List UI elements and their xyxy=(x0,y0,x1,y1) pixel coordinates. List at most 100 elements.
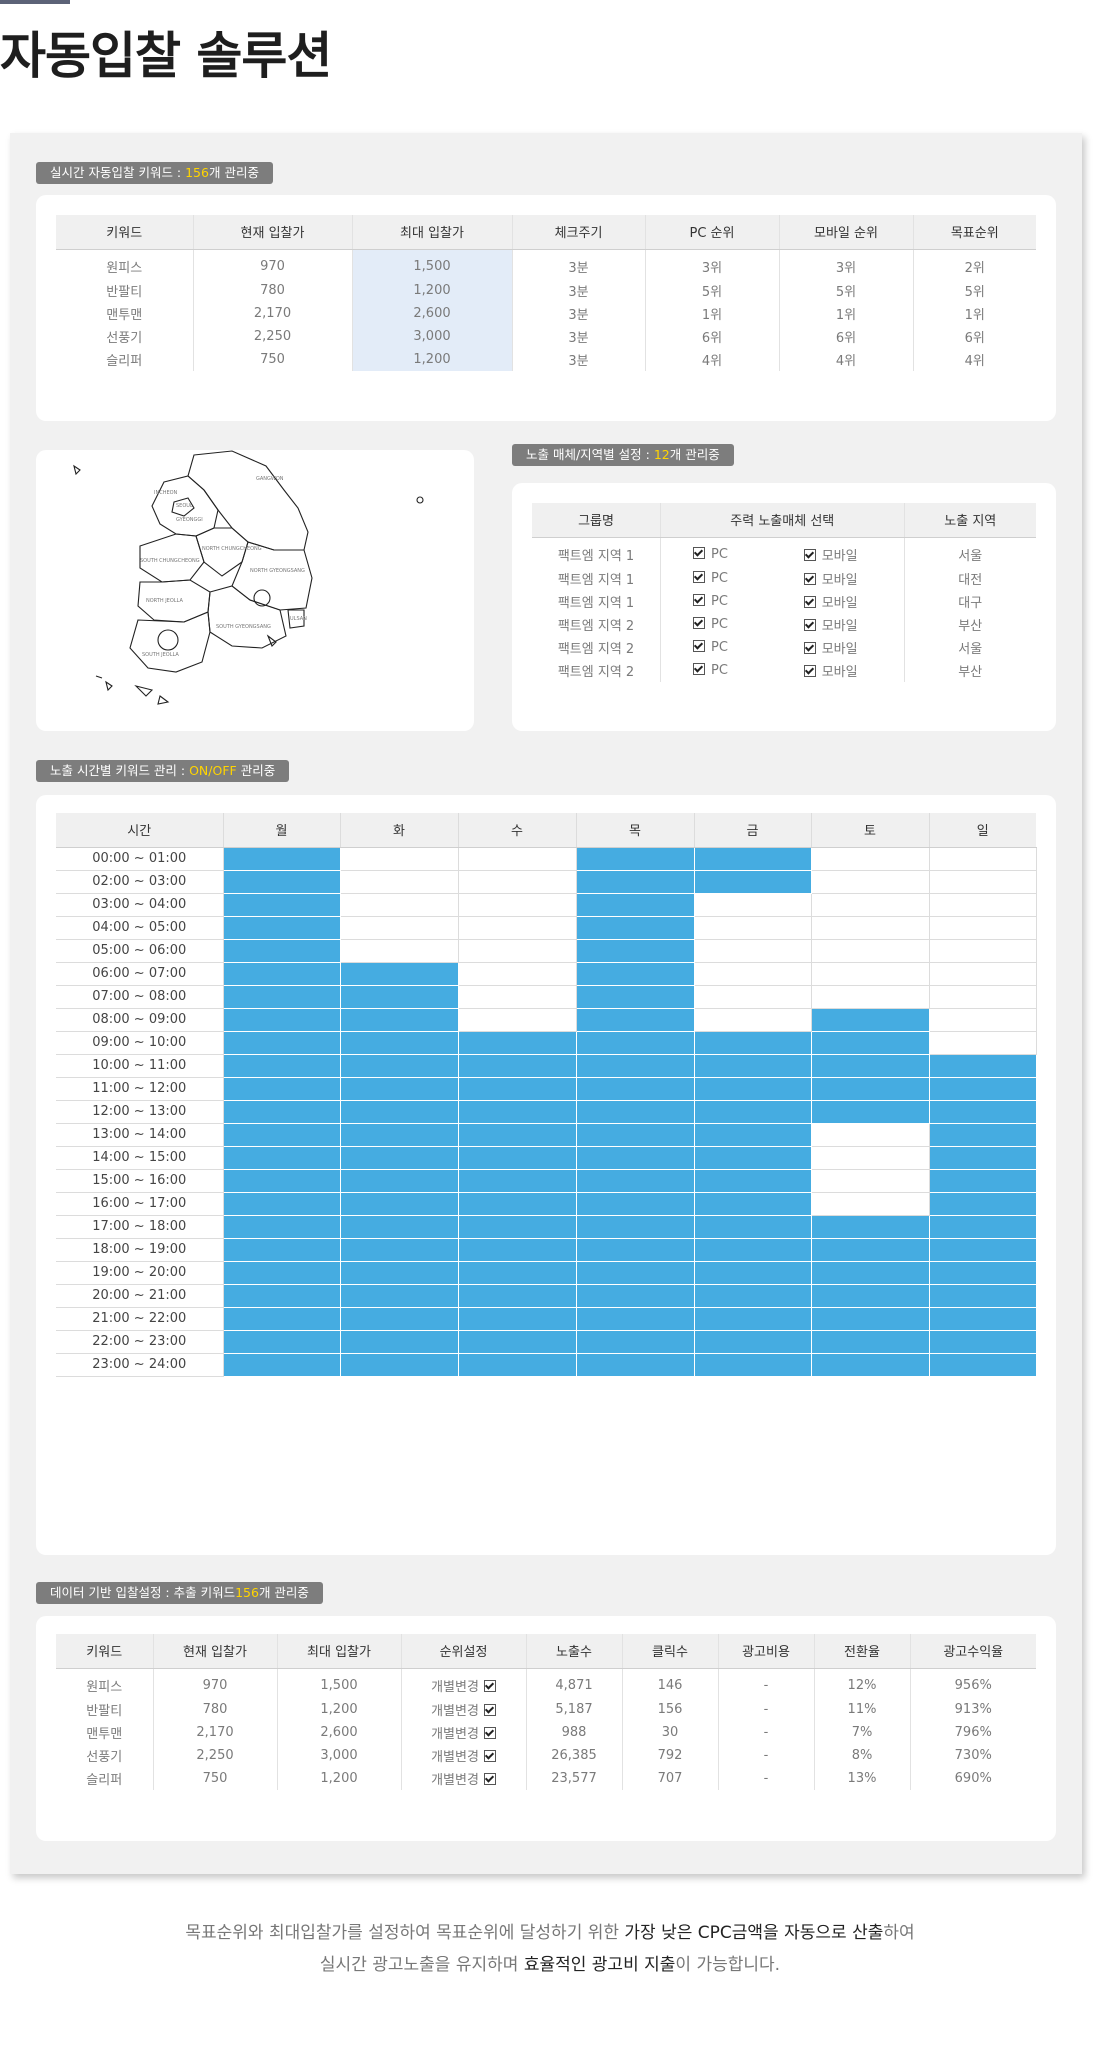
schedule-cell-on[interactable] xyxy=(693,1099,812,1124)
schedule-cell-on[interactable] xyxy=(222,984,341,1009)
schedule-cell-on[interactable] xyxy=(339,1122,459,1147)
schedule-cell-on[interactable] xyxy=(575,1260,695,1285)
schedule-cell-on[interactable] xyxy=(693,1260,812,1285)
check-icon[interactable] xyxy=(483,1727,496,1739)
schedule-cell-on[interactable] xyxy=(339,1191,459,1216)
schedule-cell-on[interactable] xyxy=(810,1352,930,1377)
schedule-cell-off[interactable] xyxy=(339,869,459,894)
schedule-cell-on[interactable] xyxy=(457,1329,577,1354)
schedule-cell-on[interactable] xyxy=(222,1030,341,1055)
schedule-cell-on[interactable] xyxy=(222,1145,341,1170)
schedule-cell-on[interactable] xyxy=(222,892,341,917)
schedule-cell-off[interactable] xyxy=(928,869,1037,894)
schedule-cell-off[interactable] xyxy=(693,892,812,917)
schedule-cell-on[interactable] xyxy=(810,1214,930,1239)
schedule-cell-on[interactable] xyxy=(222,846,341,871)
schedule-cell-off[interactable] xyxy=(810,1145,930,1170)
schedule-cell-off[interactable] xyxy=(810,938,930,963)
schedule-cell-on[interactable] xyxy=(693,1214,812,1239)
schedule-cell-on[interactable] xyxy=(810,1329,930,1354)
schedule-cell-on[interactable] xyxy=(222,1122,341,1147)
schedule-cell-on[interactable] xyxy=(693,869,812,894)
schedule-cell-on[interactable] xyxy=(339,1214,459,1239)
schedule-cell-on[interactable] xyxy=(222,1076,341,1101)
schedule-cell-off[interactable] xyxy=(928,961,1037,986)
schedule-cell-on[interactable] xyxy=(575,1214,695,1239)
schedule-cell-off[interactable] xyxy=(810,1191,930,1216)
schedule-cell-off[interactable] xyxy=(928,984,1037,1009)
pc-checkbox[interactable]: PC xyxy=(660,567,786,590)
schedule-cell-on[interactable] xyxy=(457,1237,577,1262)
schedule-cell-off[interactable] xyxy=(810,915,930,940)
schedule-cell-on[interactable] xyxy=(575,1168,695,1193)
pc-checkbox[interactable]: PC xyxy=(660,659,786,682)
schedule-cell-off[interactable] xyxy=(457,984,577,1009)
pc-checkbox[interactable]: PC xyxy=(660,537,786,567)
schedule-cell-on[interactable] xyxy=(222,1306,341,1331)
pc-checkbox[interactable]: PC xyxy=(660,613,786,636)
schedule-cell-off[interactable] xyxy=(339,938,459,963)
mobile-checkbox[interactable]: 모바일 xyxy=(786,659,904,682)
schedule-cell-off[interactable] xyxy=(693,961,812,986)
check-icon[interactable] xyxy=(483,1680,496,1693)
schedule-cell-on[interactable] xyxy=(575,915,695,940)
schedule-cell-on[interactable] xyxy=(222,1283,341,1308)
schedule-cell-on[interactable] xyxy=(575,984,695,1009)
schedule-cell-on[interactable] xyxy=(575,961,695,986)
schedule-cell-on[interactable] xyxy=(575,1053,695,1078)
check-icon[interactable] xyxy=(803,549,816,562)
schedule-cell-on[interactable] xyxy=(575,1007,695,1032)
schedule-cell-on[interactable] xyxy=(928,1329,1037,1354)
schedule-cell-off[interactable] xyxy=(339,892,459,917)
schedule-cell-on[interactable] xyxy=(928,1191,1037,1216)
schedule-cell-off[interactable] xyxy=(457,892,577,917)
check-icon[interactable] xyxy=(693,594,706,606)
schedule-cell-on[interactable] xyxy=(693,1168,812,1193)
schedule-cell-on[interactable] xyxy=(575,892,695,917)
schedule-cell-off[interactable] xyxy=(810,984,930,1009)
schedule-cell-on[interactable] xyxy=(575,1352,695,1377)
schedule-cell-off[interactable] xyxy=(928,1030,1037,1055)
schedule-cell-on[interactable] xyxy=(457,1214,577,1239)
mobile-checkbox[interactable]: 모바일 xyxy=(786,636,904,659)
check-icon[interactable] xyxy=(803,642,816,654)
schedule-cell-on[interactable] xyxy=(339,1007,459,1032)
schedule-cell-on[interactable] xyxy=(693,1030,812,1055)
schedule-cell-on[interactable] xyxy=(222,1352,341,1377)
check-icon[interactable] xyxy=(483,1750,496,1762)
check-icon[interactable] xyxy=(483,1773,496,1785)
schedule-cell-on[interactable] xyxy=(575,1145,695,1170)
schedule-cell-on[interactable] xyxy=(339,1145,459,1170)
schedule-cell-on[interactable] xyxy=(222,961,341,986)
schedule-cell-on[interactable] xyxy=(810,1076,930,1101)
check-icon[interactable] xyxy=(803,619,816,631)
schedule-cell-on[interactable] xyxy=(222,1053,341,1078)
schedule-cell-off[interactable] xyxy=(457,869,577,894)
schedule-cell-off[interactable] xyxy=(928,915,1037,940)
schedule-cell-on[interactable] xyxy=(222,1099,341,1124)
schedule-cell-on[interactable] xyxy=(928,1260,1037,1285)
schedule-cell-off[interactable] xyxy=(928,892,1037,917)
schedule-cell-on[interactable] xyxy=(222,869,341,894)
schedule-cell-on[interactable] xyxy=(575,1122,695,1147)
schedule-cell-on[interactable] xyxy=(457,1099,577,1124)
schedule-cell-off[interactable] xyxy=(810,1122,930,1147)
schedule-cell-on[interactable] xyxy=(339,961,459,986)
schedule-cell-on[interactable] xyxy=(457,1260,577,1285)
schedule-cell-on[interactable] xyxy=(339,1030,459,1055)
schedule-cell-off[interactable] xyxy=(810,846,930,871)
schedule-cell-on[interactable] xyxy=(222,1007,341,1032)
schedule-cell-on[interactable] xyxy=(575,1099,695,1124)
schedule-cell-off[interactable] xyxy=(928,938,1037,963)
rank-setting[interactable]: 개별변경 xyxy=(400,1721,526,1744)
schedule-cell-off[interactable] xyxy=(339,915,459,940)
schedule-cell-off[interactable] xyxy=(810,869,930,894)
schedule-cell-on[interactable] xyxy=(339,1306,459,1331)
schedule-cell-on[interactable] xyxy=(928,1237,1037,1262)
schedule-cell-on[interactable] xyxy=(810,1306,930,1331)
check-icon[interactable] xyxy=(803,573,816,585)
schedule-cell-on[interactable] xyxy=(928,1076,1037,1101)
check-icon[interactable] xyxy=(693,663,706,675)
schedule-cell-on[interactable] xyxy=(693,1237,812,1262)
schedule-cell-on[interactable] xyxy=(928,1168,1037,1193)
